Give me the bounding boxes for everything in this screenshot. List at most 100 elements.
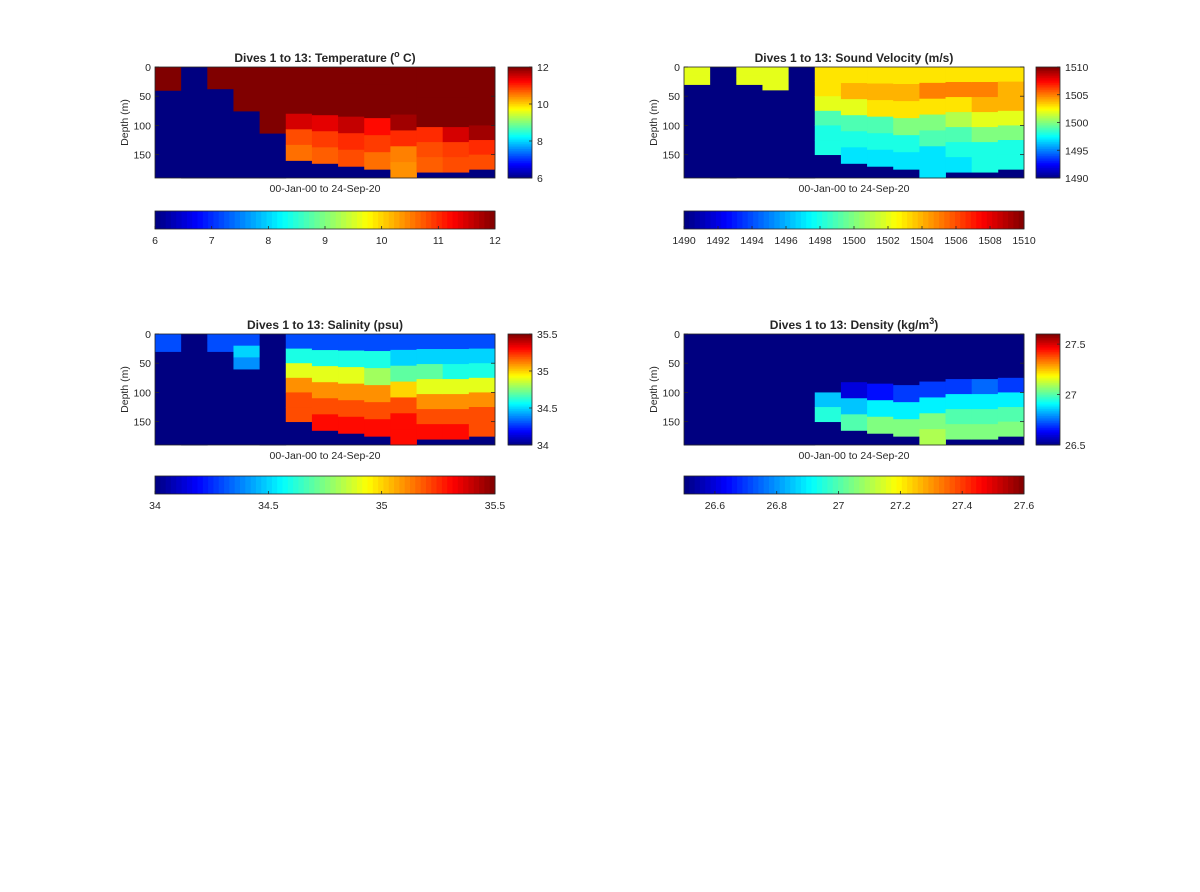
colorbar-vertical-segment bbox=[508, 106, 532, 110]
colorbar-horizontal-segment bbox=[1002, 476, 1009, 494]
heatmap-cell bbox=[468, 96, 496, 112]
colorbar-vertical-segment bbox=[508, 334, 532, 337]
colorbar-horizontal-segment bbox=[806, 211, 812, 229]
colorbar-vertical-segment bbox=[508, 138, 532, 141]
colorbar-vertical-segment bbox=[508, 391, 532, 394]
heatmap-cell bbox=[155, 334, 182, 344]
colorbar-horizontal-segment bbox=[224, 476, 230, 494]
heatmap-cell bbox=[893, 402, 920, 420]
heatmap-cell bbox=[416, 127, 444, 143]
heatmap-cell bbox=[945, 364, 973, 380]
colorbar-horizontal-segment bbox=[484, 211, 491, 229]
colorbar-vertical-segment bbox=[508, 418, 532, 422]
heatmap-cell bbox=[893, 152, 920, 170]
heatmap-cell bbox=[390, 397, 417, 414]
colorbar-horizontal-segment bbox=[415, 476, 422, 494]
colorbar-horizontal-segment bbox=[383, 476, 390, 494]
colorbar-horizontal-segment bbox=[843, 476, 850, 494]
colorbar-horizontal-segment bbox=[165, 476, 172, 494]
colorbar-vertical-segment bbox=[1036, 420, 1060, 423]
colorbar-vertical-segment bbox=[1036, 412, 1060, 415]
heatmap-cell bbox=[285, 392, 313, 408]
heatmap-cell bbox=[971, 157, 999, 173]
colorbar-horizontal-segment bbox=[250, 476, 257, 494]
heatmap-cell bbox=[259, 155, 287, 179]
heatmap-cell bbox=[364, 334, 391, 352]
heatmap-cell bbox=[233, 155, 261, 179]
heatmap-cell bbox=[233, 345, 261, 358]
colorbar-horizontal-segment bbox=[255, 211, 262, 229]
colorbar-horizontal-segment bbox=[346, 211, 353, 229]
colorbar-vertical-segment bbox=[508, 72, 532, 75]
heatmap-cell bbox=[893, 67, 920, 85]
colorbar-horizontal-segment bbox=[864, 211, 871, 229]
heatmap-cell bbox=[814, 125, 842, 141]
heatmap-cell bbox=[840, 147, 868, 164]
colorbar-vertical-segment bbox=[1036, 443, 1060, 446]
heatmap-cell bbox=[840, 131, 868, 148]
heatmap-cell bbox=[919, 146, 946, 163]
colorbar-vertical-segment bbox=[1036, 73, 1060, 77]
colorbar-vertical-segment bbox=[1036, 75, 1060, 78]
colorbar-vertical-segment bbox=[508, 145, 532, 148]
colorbar-vertical-segment bbox=[1036, 379, 1060, 382]
heatmap-cell bbox=[971, 349, 999, 365]
chart-title-suffix: ) bbox=[934, 318, 938, 332]
colorbar-vertical-segment bbox=[1036, 136, 1060, 139]
colorbar-vertical-segment bbox=[1036, 392, 1060, 396]
heatmap-cell bbox=[207, 334, 234, 344]
colorbar-horizontal-segment bbox=[684, 476, 690, 494]
colorbar-vertical-segment bbox=[508, 117, 532, 120]
colorbar-vertical-segment bbox=[1036, 125, 1060, 129]
colorbar-horizontal-segment bbox=[197, 476, 204, 494]
colorbar-horizontal-tick-label: 1490 bbox=[672, 235, 696, 247]
colorbar-horizontal-segment bbox=[912, 476, 919, 494]
colorbar-horizontal-segment bbox=[774, 211, 781, 229]
colorbar-vertical-segment bbox=[508, 169, 532, 172]
heatmap-cell bbox=[919, 397, 946, 414]
y-tick-label: 100 bbox=[662, 387, 680, 399]
colorbar-vertical-tick-label: 1500 bbox=[1065, 118, 1089, 130]
colorbar-vertical-segment bbox=[508, 398, 532, 401]
colorbar-horizontal-segment bbox=[271, 476, 278, 494]
colorbar-vertical-segment bbox=[1036, 422, 1060, 425]
colorbar-horizontal-segment bbox=[218, 476, 225, 494]
colorbar-vertical-segment bbox=[508, 413, 532, 417]
heatmap-cell bbox=[945, 82, 973, 98]
colorbar-vertical-segment bbox=[1036, 372, 1060, 375]
colorbar-horizontal-tick-label: 35.5 bbox=[485, 500, 506, 512]
heatmap-cell bbox=[919, 413, 946, 430]
colorbar-horizontal-segment bbox=[949, 476, 956, 494]
colorbar-vertical-segment bbox=[508, 176, 532, 179]
colorbar-horizontal-segment bbox=[1008, 476, 1014, 494]
heatmap-cell bbox=[207, 111, 234, 134]
colorbar-horizontal-segment bbox=[234, 211, 241, 229]
heatmap-cell bbox=[893, 368, 920, 386]
heatmap-cell bbox=[364, 135, 391, 153]
colorbar-horizontal-segment bbox=[479, 476, 485, 494]
colorbar-horizontal-segment bbox=[356, 476, 363, 494]
colorbar-vertical-segment bbox=[1036, 401, 1060, 404]
colorbar-vertical-segment bbox=[508, 392, 532, 396]
colorbar-horizontal-segment bbox=[303, 476, 310, 494]
colorbar-vertical-segment bbox=[1036, 361, 1060, 364]
colorbar-horizontal-segment bbox=[933, 476, 940, 494]
colorbar-horizontal-segment bbox=[346, 476, 353, 494]
heatmap-cell bbox=[867, 133, 894, 151]
colorbar-vertical-segment bbox=[1036, 171, 1060, 174]
heatmap-cell bbox=[364, 368, 391, 386]
colorbar-horizontal-segment bbox=[367, 211, 374, 229]
colorbar-vertical-segment bbox=[1036, 432, 1060, 436]
colorbar-vertical-segment bbox=[1036, 124, 1060, 127]
heatmap-cell bbox=[971, 424, 999, 440]
heatmap-cell bbox=[390, 349, 417, 367]
colorbar-horizontal-segment bbox=[1018, 476, 1025, 494]
colorbar-vertical-segment bbox=[508, 380, 532, 384]
heatmap-cell bbox=[814, 81, 842, 97]
colorbar-horizontal-segment bbox=[399, 476, 406, 494]
colorbar-horizontal-segment bbox=[790, 211, 797, 229]
colorbar-vertical-segment bbox=[508, 89, 532, 92]
colorbar-horizontal-segment bbox=[340, 476, 347, 494]
colorbar-horizontal-tick-label: 1492 bbox=[706, 235, 730, 247]
heatmap-cell bbox=[442, 364, 470, 380]
